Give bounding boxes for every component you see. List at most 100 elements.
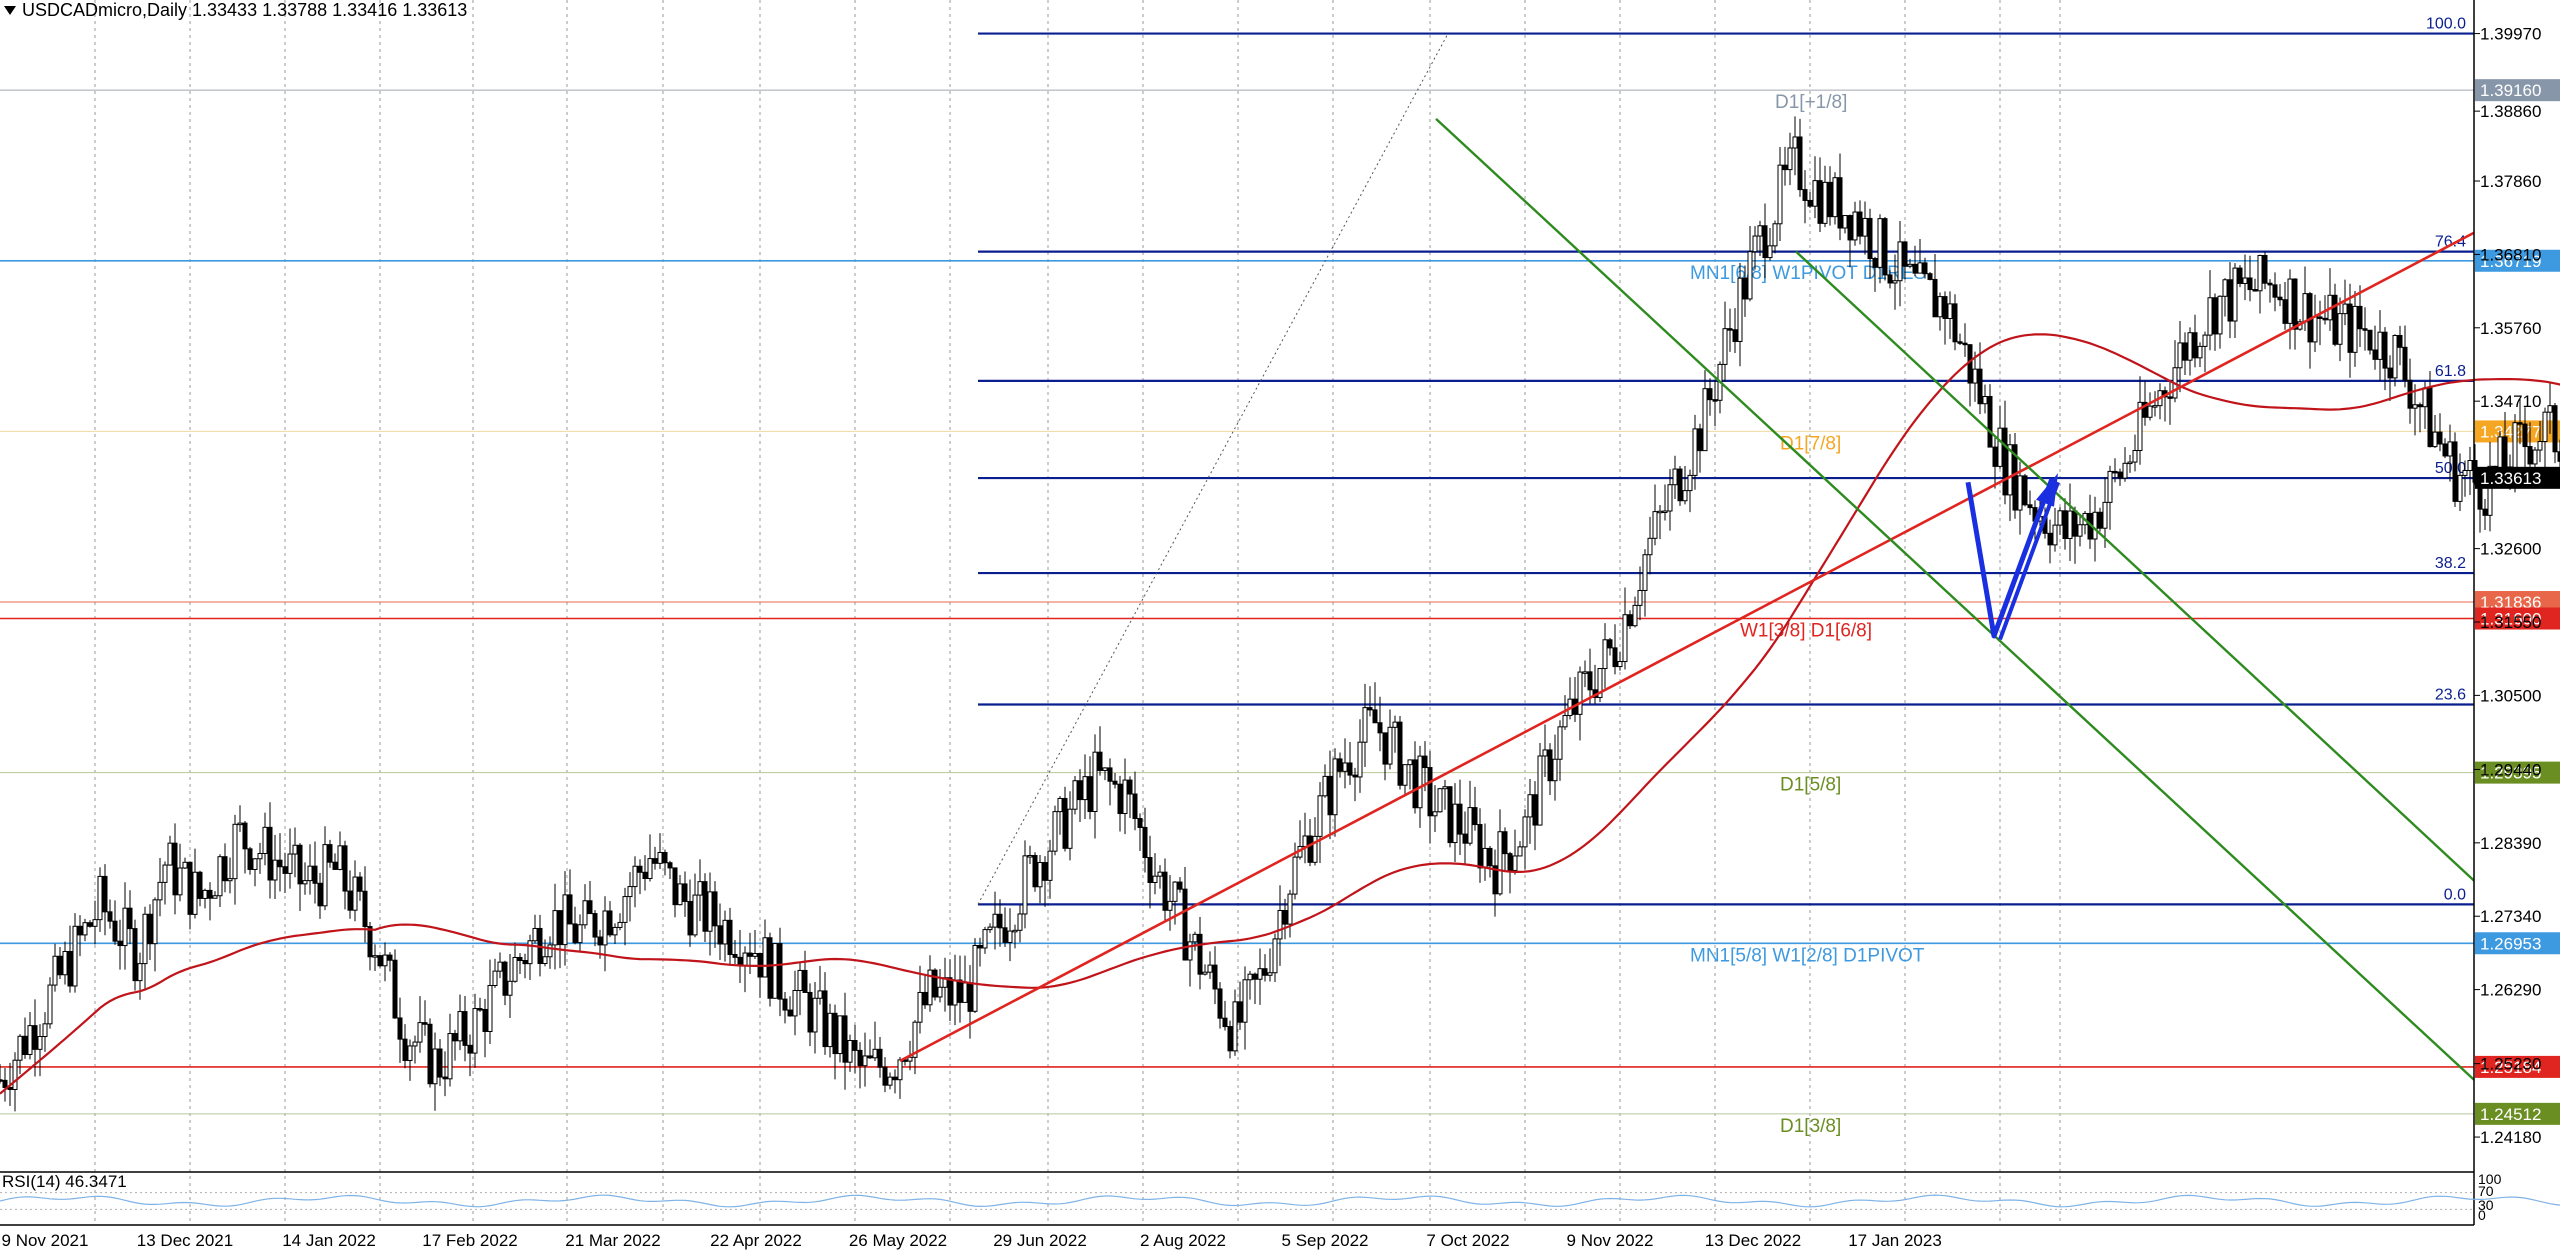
candle-body bbox=[1387, 726, 1393, 765]
candle-body bbox=[957, 979, 963, 1003]
candle-body bbox=[22, 1035, 28, 1055]
candle-body bbox=[1142, 826, 1148, 859]
x-tick-label: 13 Dec 2022 bbox=[1705, 1231, 1801, 1250]
candle-body bbox=[1927, 273, 1933, 280]
candle-body bbox=[2417, 404, 2423, 408]
candle-body bbox=[2212, 297, 2218, 335]
y-tick-label: 1.28390 bbox=[2480, 834, 2541, 853]
candle-body bbox=[107, 911, 113, 922]
candle-body bbox=[687, 900, 693, 936]
candle-body bbox=[562, 894, 568, 946]
candle-body bbox=[1547, 749, 1553, 782]
candle-body bbox=[2267, 282, 2273, 286]
candle-body bbox=[2512, 422, 2518, 472]
candle-body bbox=[1407, 759, 1413, 766]
candle-body bbox=[162, 864, 168, 883]
candle-body bbox=[282, 866, 288, 874]
candle-body bbox=[2422, 387, 2428, 408]
candle-body bbox=[297, 844, 303, 885]
candle-body bbox=[2122, 462, 2128, 479]
candle-body bbox=[322, 844, 328, 907]
candle-body bbox=[1612, 647, 1618, 668]
candle-body bbox=[2467, 460, 2473, 472]
candle-body bbox=[1562, 715, 1568, 728]
drawing-overlays[interactable] bbox=[0, 117, 2560, 1095]
x-tick-label: 13 Dec 2021 bbox=[137, 1231, 233, 1250]
candle-body bbox=[1467, 807, 1473, 844]
candle-body bbox=[2432, 431, 2438, 448]
candle-body bbox=[2537, 441, 2543, 451]
candle-body bbox=[1802, 189, 1808, 201]
candle-body bbox=[2392, 334, 2398, 379]
candle-body bbox=[2152, 405, 2158, 408]
candle-body bbox=[212, 895, 218, 899]
fibonacci-retracement[interactable]: 100.076.461.850.038.223.60.0 bbox=[977, 16, 2474, 906]
candle-body bbox=[1017, 913, 1023, 931]
candle-body bbox=[267, 826, 273, 881]
candle-body bbox=[652, 858, 658, 864]
candle-body bbox=[1412, 759, 1418, 809]
candle-body bbox=[2227, 279, 2233, 322]
candle-body bbox=[177, 867, 183, 896]
candle-body bbox=[1237, 1001, 1243, 1023]
candle-body bbox=[667, 862, 673, 869]
candle-body bbox=[1052, 811, 1058, 852]
candle-body bbox=[2207, 297, 2213, 336]
candle-body bbox=[12, 1059, 18, 1090]
candle-body bbox=[672, 867, 678, 906]
candle-body bbox=[2397, 334, 2403, 348]
candle-body bbox=[1482, 847, 1488, 869]
candle-body bbox=[2452, 441, 2458, 502]
candle-body bbox=[1357, 741, 1363, 778]
candle-body bbox=[117, 940, 123, 947]
candle-body bbox=[897, 1059, 903, 1081]
candle-body bbox=[2442, 443, 2448, 457]
candle-body bbox=[277, 859, 283, 868]
candle-body bbox=[1847, 215, 1853, 241]
candle-body bbox=[437, 1048, 443, 1078]
candle-body bbox=[607, 910, 613, 936]
y-tick-label: 1.34710 bbox=[2480, 392, 2541, 411]
candle-body bbox=[1217, 988, 1223, 1019]
candle-body bbox=[32, 1025, 38, 1050]
candle-body bbox=[1782, 164, 1788, 171]
candle-body bbox=[1197, 933, 1203, 975]
candle-body bbox=[797, 969, 803, 991]
price-level-name: D1[5/8] bbox=[1780, 775, 1841, 796]
candle-body bbox=[1147, 857, 1153, 883]
candle-body bbox=[2547, 405, 2553, 413]
candle-body bbox=[2072, 510, 2078, 537]
candle-body bbox=[2202, 334, 2208, 347]
candle-body bbox=[612, 926, 618, 936]
candle-body bbox=[1587, 671, 1593, 691]
candle-body bbox=[157, 881, 163, 901]
candle-body bbox=[2117, 471, 2123, 479]
candle-body bbox=[2062, 510, 2068, 540]
candle-body bbox=[1287, 893, 1293, 925]
candle-body bbox=[1377, 722, 1383, 734]
candle-body bbox=[602, 910, 608, 946]
candle-body bbox=[802, 969, 808, 993]
candle-body bbox=[1542, 749, 1548, 757]
candle-body bbox=[1302, 835, 1308, 847]
candle-body bbox=[1507, 853, 1513, 871]
candle-body bbox=[817, 990, 823, 999]
candle-body bbox=[1607, 639, 1613, 649]
candle-body bbox=[932, 969, 938, 998]
candle-body bbox=[2232, 267, 2238, 322]
candle-body bbox=[377, 955, 383, 967]
candle-body bbox=[2482, 508, 2488, 516]
candle-body bbox=[192, 871, 198, 915]
candle-body bbox=[2007, 444, 2013, 496]
price-level-tag-text: 1.29395 bbox=[2480, 764, 2541, 783]
candle-body bbox=[202, 889, 208, 899]
x-tick-label: 2 Aug 2022 bbox=[1140, 1231, 1226, 1250]
candle-body bbox=[1517, 846, 1523, 857]
dropdown-triangle-icon[interactable] bbox=[4, 5, 16, 15]
candle-body bbox=[2252, 289, 2258, 292]
price-level-tag-text: 1.31836 bbox=[2480, 593, 2541, 612]
candle-body bbox=[317, 882, 323, 907]
candle-body bbox=[487, 985, 493, 1032]
